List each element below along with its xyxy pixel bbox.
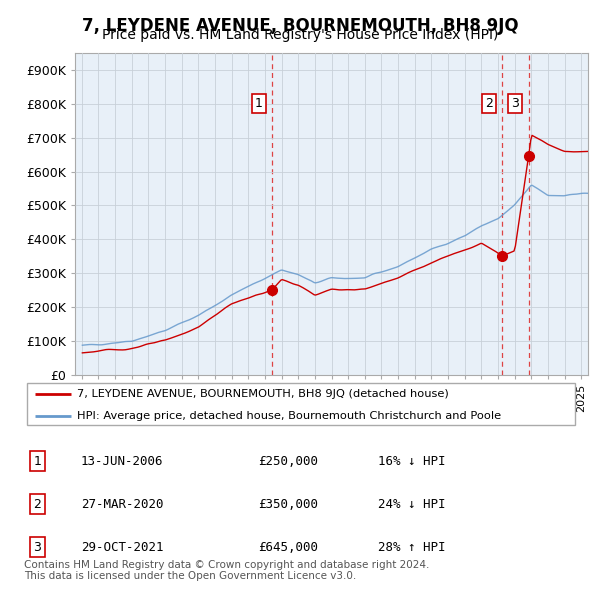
Text: This data is licensed under the Open Government Licence v3.0.: This data is licensed under the Open Gov…	[24, 571, 356, 581]
Text: 24% ↓ HPI: 24% ↓ HPI	[378, 497, 445, 511]
Text: Contains HM Land Registry data © Crown copyright and database right 2024.: Contains HM Land Registry data © Crown c…	[24, 559, 430, 569]
Text: Price paid vs. HM Land Registry's House Price Index (HPI): Price paid vs. HM Land Registry's House …	[102, 28, 498, 42]
Text: 2: 2	[485, 97, 493, 110]
Text: 27-MAR-2020: 27-MAR-2020	[81, 497, 163, 511]
Text: 1: 1	[33, 454, 41, 468]
Text: 7, LEYDENE AVENUE, BOURNEMOUTH, BH8 9JQ (detached house): 7, LEYDENE AVENUE, BOURNEMOUTH, BH8 9JQ …	[77, 389, 448, 399]
Text: 2: 2	[33, 497, 41, 511]
Text: 7, LEYDENE AVENUE, BOURNEMOUTH, BH8 9JQ: 7, LEYDENE AVENUE, BOURNEMOUTH, BH8 9JQ	[82, 17, 518, 35]
Text: 16% ↓ HPI: 16% ↓ HPI	[378, 454, 445, 468]
Text: 3: 3	[511, 97, 519, 110]
Text: £645,000: £645,000	[258, 540, 318, 554]
Text: HPI: Average price, detached house, Bournemouth Christchurch and Poole: HPI: Average price, detached house, Bour…	[77, 411, 501, 421]
Text: £350,000: £350,000	[258, 497, 318, 511]
Text: 28% ↑ HPI: 28% ↑ HPI	[378, 540, 445, 554]
Text: 1: 1	[255, 97, 263, 110]
Text: 13-JUN-2006: 13-JUN-2006	[81, 454, 163, 468]
Text: 3: 3	[33, 540, 41, 554]
FancyBboxPatch shape	[27, 383, 575, 425]
Text: £250,000: £250,000	[258, 454, 318, 468]
Text: 29-OCT-2021: 29-OCT-2021	[81, 540, 163, 554]
